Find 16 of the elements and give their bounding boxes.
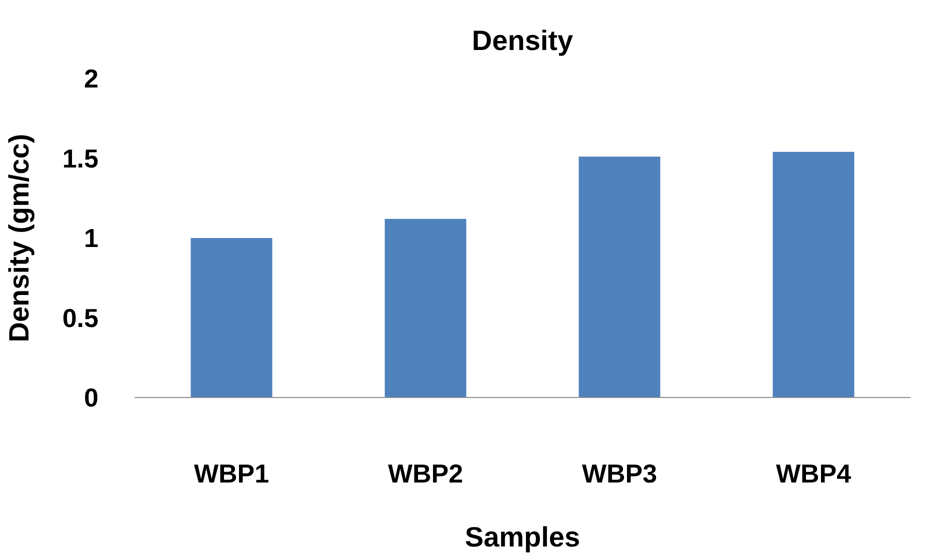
y-tick-label: 2 — [84, 64, 99, 94]
bar — [578, 156, 660, 398]
y-axis-title: Density (gm/cc) — [3, 134, 34, 342]
bar — [190, 238, 272, 398]
x-tick-label: WBP1 — [194, 458, 270, 488]
y-tick-label: 1.5 — [62, 143, 99, 174]
bar — [772, 152, 854, 398]
x-tick-label: WBP2 — [388, 458, 464, 488]
chart-title: Density — [472, 25, 574, 56]
x-axis-title: Samples — [464, 522, 580, 552]
x-tick-label: WBP4 — [776, 458, 852, 488]
x-tick-label: WBP3 — [582, 458, 658, 488]
y-tick-label: 0.5 — [62, 302, 99, 333]
y-tick-label: 1 — [84, 223, 99, 253]
y-tick-label: 0 — [84, 382, 99, 412]
bar — [384, 218, 466, 398]
